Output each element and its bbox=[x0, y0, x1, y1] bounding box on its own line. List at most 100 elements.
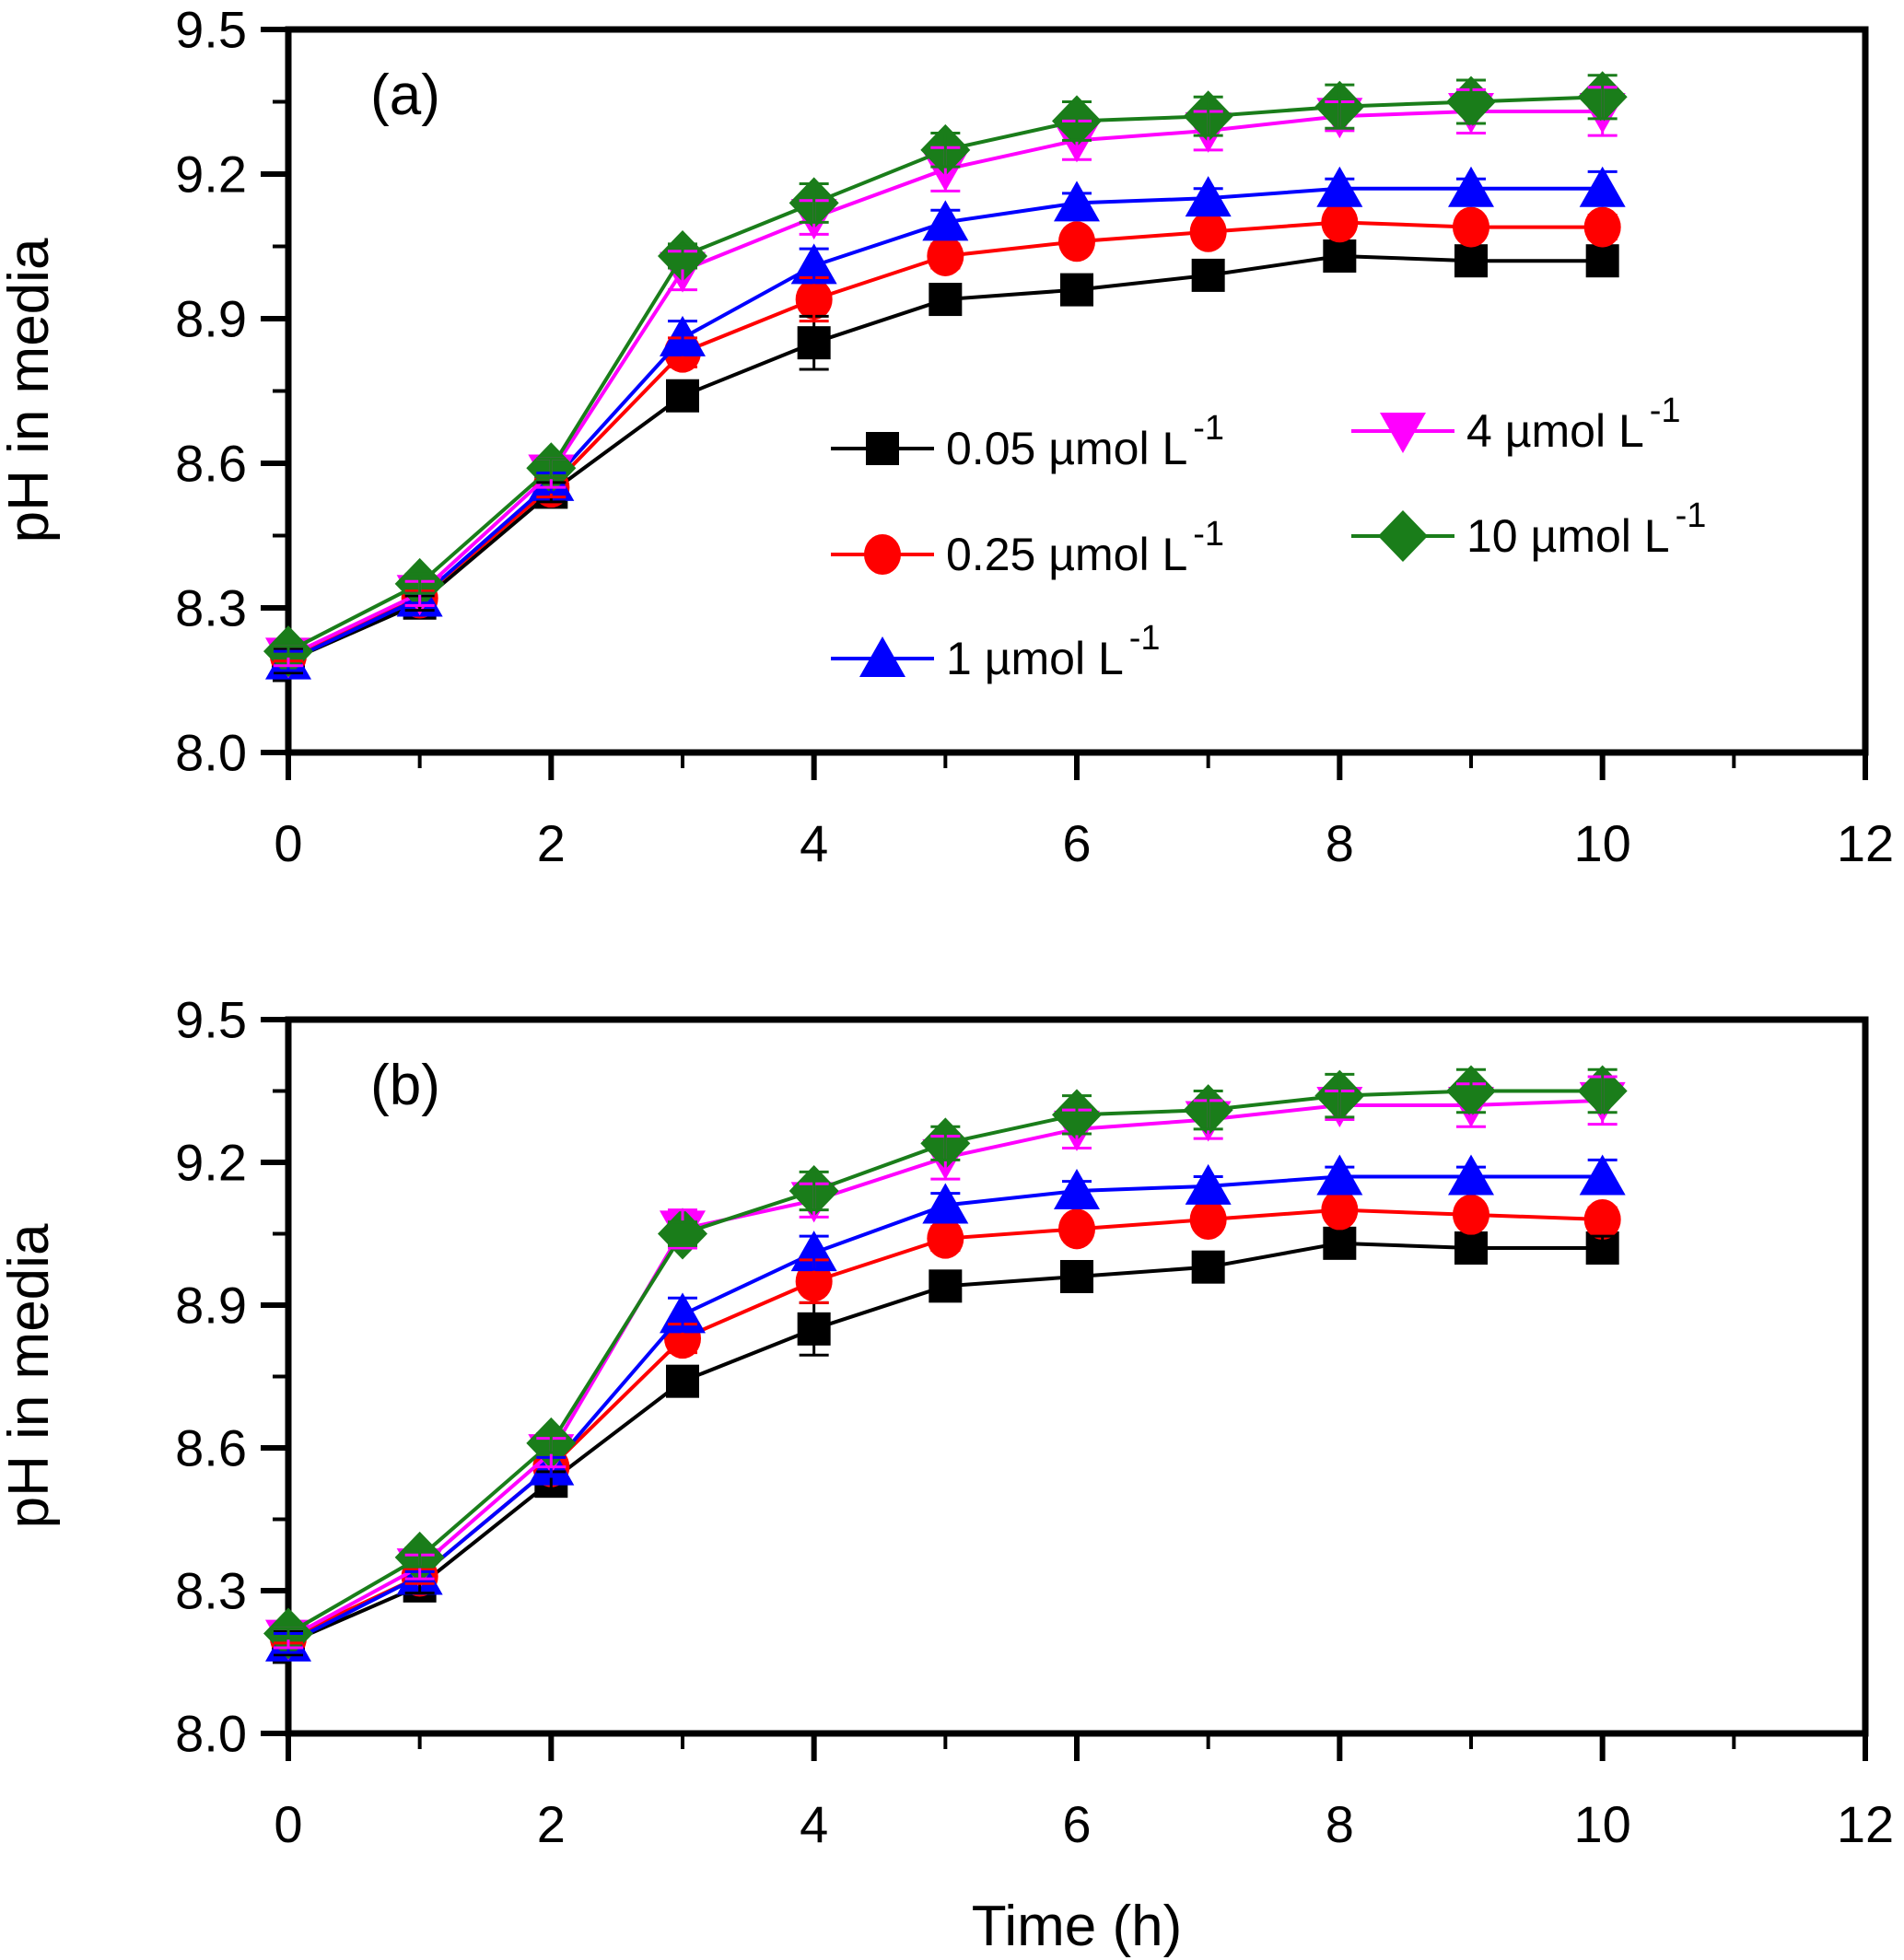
error-bar bbox=[1587, 1206, 1618, 1233]
x-tick-label: 10 bbox=[1574, 814, 1631, 872]
error-bar bbox=[799, 181, 829, 224]
error-bar bbox=[1325, 211, 1355, 234]
panel-b-label: (b) bbox=[370, 1054, 440, 1117]
x-tick-label: 4 bbox=[800, 1795, 828, 1853]
legend: 0.05 µmol L -1 0.25 µmol L -1 1 µmol L -1 4 µm… bbox=[831, 391, 1706, 684]
error-bar bbox=[1193, 1175, 1223, 1197]
y-tick-label: 8.0 bbox=[175, 724, 247, 782]
error-bar bbox=[799, 247, 829, 285]
error-bar bbox=[1062, 1218, 1092, 1241]
error-bar bbox=[1456, 247, 1486, 274]
error-bar bbox=[1587, 74, 1618, 121]
error-bar bbox=[1456, 1165, 1486, 1188]
error-bar bbox=[799, 1234, 829, 1271]
error-bar bbox=[536, 457, 567, 480]
error-bar bbox=[1193, 1258, 1223, 1276]
error-bar bbox=[668, 1365, 697, 1397]
error-bar bbox=[1062, 278, 1092, 301]
x-tick-label: 8 bbox=[1326, 1795, 1354, 1853]
y-tick-label: 8.9 bbox=[175, 290, 247, 348]
error-bar bbox=[404, 572, 435, 595]
error-bar bbox=[668, 1296, 697, 1333]
triangle-up-marker bbox=[859, 636, 905, 677]
y-tick-label: 8.6 bbox=[175, 1419, 247, 1477]
legend-entry: 0.25 µmol L -1 bbox=[831, 515, 1224, 580]
error-bar bbox=[1587, 1068, 1618, 1114]
x-tick-label: 4 bbox=[800, 814, 828, 872]
legend-entry: 0.05 µmol L -1 bbox=[831, 409, 1224, 474]
legend-label: 0.25 µmol L -1 bbox=[946, 515, 1224, 580]
error-bar bbox=[1193, 220, 1223, 243]
error-bar bbox=[1325, 177, 1355, 200]
error-bar bbox=[1062, 1094, 1092, 1136]
legend-entry: 1 µmol L -1 bbox=[831, 619, 1161, 684]
y-axis-title-panel-b: pH in media bbox=[0, 1223, 61, 1528]
error-bar bbox=[668, 242, 697, 270]
x-tick-label: 12 bbox=[1837, 1795, 1894, 1853]
error-bar bbox=[1062, 100, 1092, 142]
y-tick-label: 8.3 bbox=[175, 579, 247, 637]
y-tick-label: 9.2 bbox=[175, 146, 247, 204]
error-bar bbox=[536, 1432, 567, 1454]
legend-label: 0.05 µmol L -1 bbox=[946, 409, 1224, 474]
x-tick-label: 6 bbox=[1062, 814, 1091, 872]
error-bar bbox=[1193, 266, 1223, 285]
error-bar bbox=[1456, 1068, 1486, 1114]
error-bar bbox=[1456, 1234, 1486, 1262]
error-bar bbox=[1456, 1204, 1486, 1226]
error-bar bbox=[930, 1192, 961, 1219]
error-bar bbox=[1193, 1208, 1223, 1231]
y-tick-label: 9.5 bbox=[175, 1, 247, 59]
y-tick-label: 8.0 bbox=[175, 1705, 247, 1763]
error-bar bbox=[1193, 95, 1223, 137]
legend-label: 1 µmol L -1 bbox=[946, 619, 1161, 684]
error-bar bbox=[799, 1170, 829, 1212]
legend-entry: 10 µmol L -1 bbox=[1351, 496, 1706, 562]
error-bar bbox=[1325, 83, 1355, 130]
error-bar bbox=[1193, 187, 1223, 210]
error-bar bbox=[1456, 216, 1486, 239]
x-tick-label: 6 bbox=[1062, 1795, 1091, 1853]
panel-a-plot: 8.0 8.3 8.6 8.9 9.2 9.5 0 2 4 6 8 10 12 bbox=[175, 1, 1894, 873]
y-tick-label: 8.3 bbox=[175, 1562, 247, 1620]
diamond-marker bbox=[1378, 510, 1428, 562]
error-bar bbox=[1587, 169, 1618, 207]
series-line-triangle-down bbox=[287, 1098, 1603, 1640]
error-bar bbox=[930, 1225, 961, 1253]
legend-entry: 4 µmol L -1 bbox=[1351, 391, 1681, 457]
error-bar bbox=[1193, 1090, 1223, 1131]
error-bar bbox=[1325, 1072, 1355, 1119]
x-tick-label: 0 bbox=[274, 1795, 302, 1853]
error-bar bbox=[1456, 78, 1486, 125]
y-tick-label: 8.6 bbox=[175, 435, 247, 493]
error-bar bbox=[668, 320, 697, 356]
error-bar bbox=[930, 286, 961, 313]
error-bar bbox=[1062, 230, 1092, 253]
error-bar bbox=[930, 132, 961, 169]
error-bar bbox=[1456, 177, 1486, 200]
legend-label: 4 µmol L -1 bbox=[1466, 391, 1681, 457]
error-bar bbox=[1587, 247, 1618, 274]
y-tick-label: 9.2 bbox=[175, 1134, 247, 1192]
error-bar bbox=[930, 242, 961, 270]
x-tick-label: 10 bbox=[1574, 1795, 1631, 1853]
error-bar bbox=[1325, 242, 1355, 270]
error-bar bbox=[1062, 1180, 1092, 1202]
panel-b-plot: 8.0 8.3 8.6 8.9 9.2 9.5 0 2 4 6 8 10 12 bbox=[175, 991, 1894, 1854]
circle-marker bbox=[864, 534, 901, 575]
x-axis-title: Time (h) bbox=[972, 1895, 1182, 1958]
x-tick-label: 2 bbox=[537, 814, 566, 872]
legend-label: 10 µmol L -1 bbox=[1466, 496, 1706, 562]
error-bar bbox=[1325, 1230, 1355, 1257]
error-bar bbox=[668, 1220, 697, 1247]
square-marker bbox=[866, 432, 899, 465]
triangle-down-marker bbox=[1380, 413, 1426, 453]
series-line-square bbox=[287, 1241, 1603, 1645]
error-bar bbox=[930, 1125, 961, 1161]
y-tick-label: 8.9 bbox=[175, 1277, 247, 1335]
error-bar bbox=[930, 208, 961, 236]
y-tick-label: 9.5 bbox=[175, 991, 247, 1049]
y-axis-title-panel-a: pH in media bbox=[0, 238, 61, 542]
error-bar bbox=[930, 1272, 961, 1300]
